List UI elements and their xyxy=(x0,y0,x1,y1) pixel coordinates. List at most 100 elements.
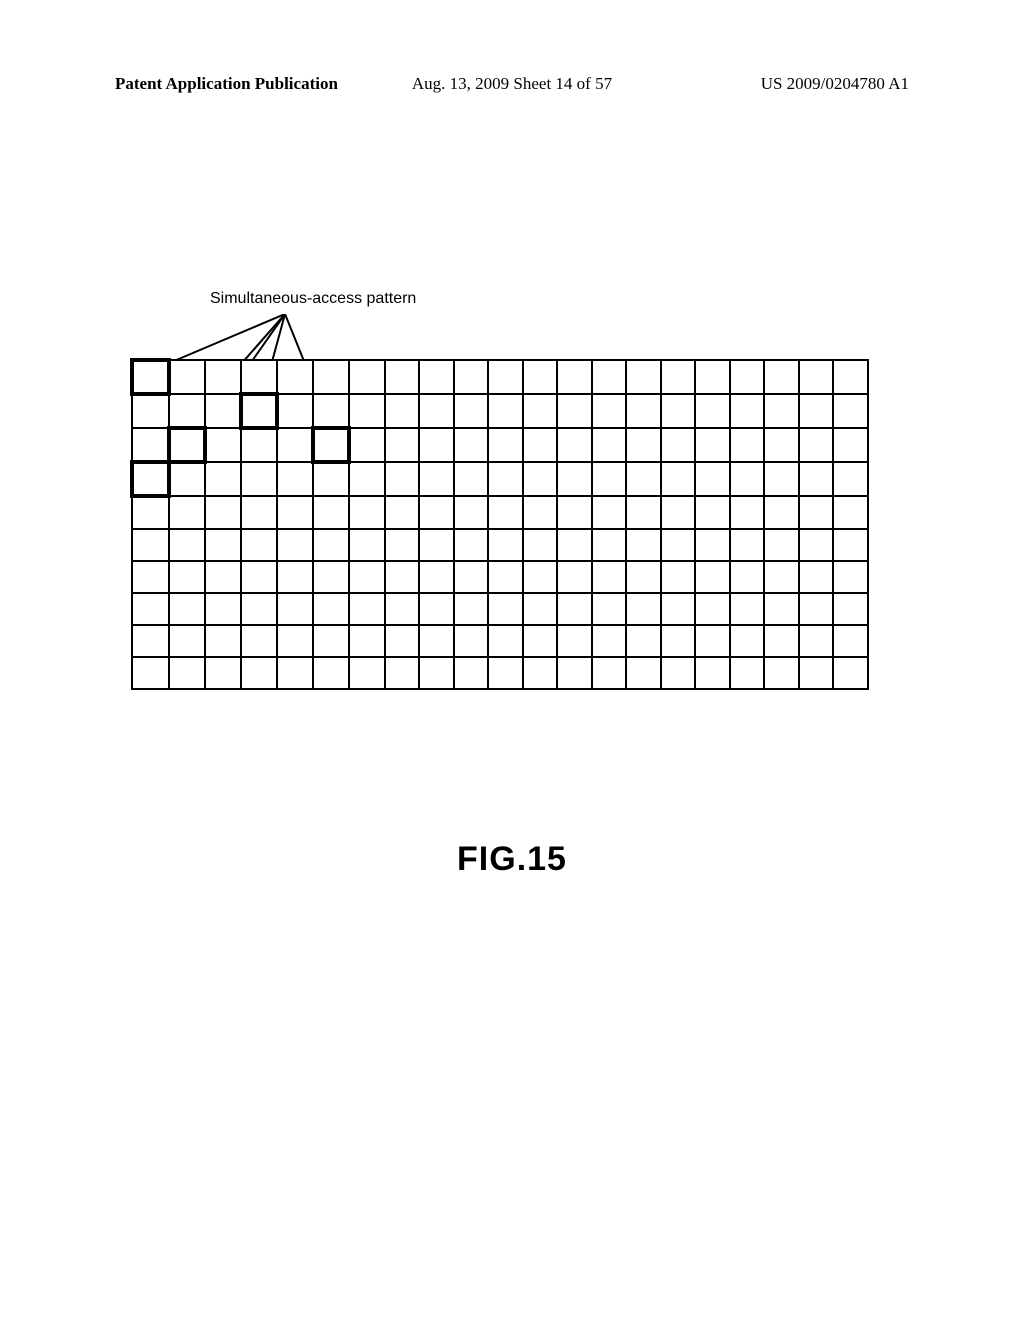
grid-cell xyxy=(799,625,834,657)
grid-cell xyxy=(205,496,241,529)
grid-cell xyxy=(523,529,558,561)
grid-cell xyxy=(241,593,278,625)
grid-cell xyxy=(419,625,454,657)
grid-cell xyxy=(385,593,420,625)
grid-cell xyxy=(205,561,241,593)
grid-cell xyxy=(132,657,169,689)
grid-cell xyxy=(488,593,523,625)
grid-cell xyxy=(419,529,454,561)
grid-cell xyxy=(661,496,696,529)
grid-cell xyxy=(277,428,313,462)
grid-cell xyxy=(132,625,169,657)
grid-cell xyxy=(626,529,661,561)
grid-cell xyxy=(833,394,868,428)
grid-cell xyxy=(205,657,241,689)
grid-cell xyxy=(419,428,454,462)
grid-cell xyxy=(764,394,799,428)
grid-cell xyxy=(419,462,454,496)
grid-cell xyxy=(695,428,730,462)
grid-cell xyxy=(205,394,241,428)
grid-cell xyxy=(557,561,592,593)
grid-cell xyxy=(764,428,799,462)
grid-cell xyxy=(557,496,592,529)
grid-cell xyxy=(592,428,627,462)
grid-cell xyxy=(695,529,730,561)
grid-cell xyxy=(454,428,489,462)
grid-cell xyxy=(241,625,278,657)
grid-cell xyxy=(205,360,241,394)
grid-cell xyxy=(626,496,661,529)
grid-cell xyxy=(385,462,420,496)
grid-cell xyxy=(764,462,799,496)
grid-cell xyxy=(730,394,765,428)
grid-cell xyxy=(557,360,592,394)
grid-cell xyxy=(833,657,868,689)
grid-cell xyxy=(454,593,489,625)
grid-cell xyxy=(833,360,868,394)
grid-cell xyxy=(592,657,627,689)
grid-cell xyxy=(385,496,420,529)
grid-cell xyxy=(557,593,592,625)
grid-cell xyxy=(454,561,489,593)
grid-cell xyxy=(730,657,765,689)
grid-cell xyxy=(592,529,627,561)
grid-cell xyxy=(764,496,799,529)
grid-cell xyxy=(833,462,868,496)
grid-cell xyxy=(169,529,206,561)
grid-cell xyxy=(419,593,454,625)
grid-cell xyxy=(419,561,454,593)
grid-cell xyxy=(277,394,313,428)
grid-cell xyxy=(349,529,385,561)
grid-cell xyxy=(661,561,696,593)
grid-cell xyxy=(313,561,350,593)
grid-cell xyxy=(349,593,385,625)
grid-cell xyxy=(454,657,489,689)
grid-cell xyxy=(799,360,834,394)
grid-cell xyxy=(695,593,730,625)
grid-cell xyxy=(626,657,661,689)
grid-cell xyxy=(313,496,350,529)
grid-cell xyxy=(241,360,278,394)
pattern-label: Simultaneous-access pattern xyxy=(210,290,416,308)
grid-cell xyxy=(557,462,592,496)
grid-cell xyxy=(523,462,558,496)
grid-cell xyxy=(132,360,169,394)
grid-cell xyxy=(488,394,523,428)
grid-cell xyxy=(799,496,834,529)
grid-cell xyxy=(730,462,765,496)
grid-cell xyxy=(523,360,558,394)
grid-cell xyxy=(241,394,278,428)
grid-cell xyxy=(523,394,558,428)
grid-cell xyxy=(799,593,834,625)
grid-cell xyxy=(833,428,868,462)
grid-cell xyxy=(385,428,420,462)
grid-cell xyxy=(241,561,278,593)
grid-cell xyxy=(592,394,627,428)
grid-cell xyxy=(169,625,206,657)
grid-cell xyxy=(241,462,278,496)
grid-cell xyxy=(764,657,799,689)
grid-cell xyxy=(454,394,489,428)
grid-cell xyxy=(313,428,350,462)
grid-cell xyxy=(205,625,241,657)
grid-cell xyxy=(523,561,558,593)
header-right: US 2009/0204780 A1 xyxy=(761,74,909,94)
grid-cell xyxy=(592,496,627,529)
grid-cell xyxy=(169,496,206,529)
grid-cell xyxy=(132,394,169,428)
grid-cell xyxy=(419,360,454,394)
grid-cell xyxy=(695,625,730,657)
grid-cell xyxy=(695,496,730,529)
grid-cell xyxy=(169,462,206,496)
grid-cell xyxy=(385,360,420,394)
grid-cell xyxy=(626,462,661,496)
grid-cell xyxy=(488,529,523,561)
grid-cell xyxy=(488,561,523,593)
grid-cell xyxy=(349,394,385,428)
grid-cell xyxy=(169,428,206,462)
grid-cell xyxy=(385,657,420,689)
grid-cell xyxy=(132,529,169,561)
grid-cell xyxy=(557,657,592,689)
grid-cell xyxy=(557,428,592,462)
grid-cell xyxy=(592,360,627,394)
